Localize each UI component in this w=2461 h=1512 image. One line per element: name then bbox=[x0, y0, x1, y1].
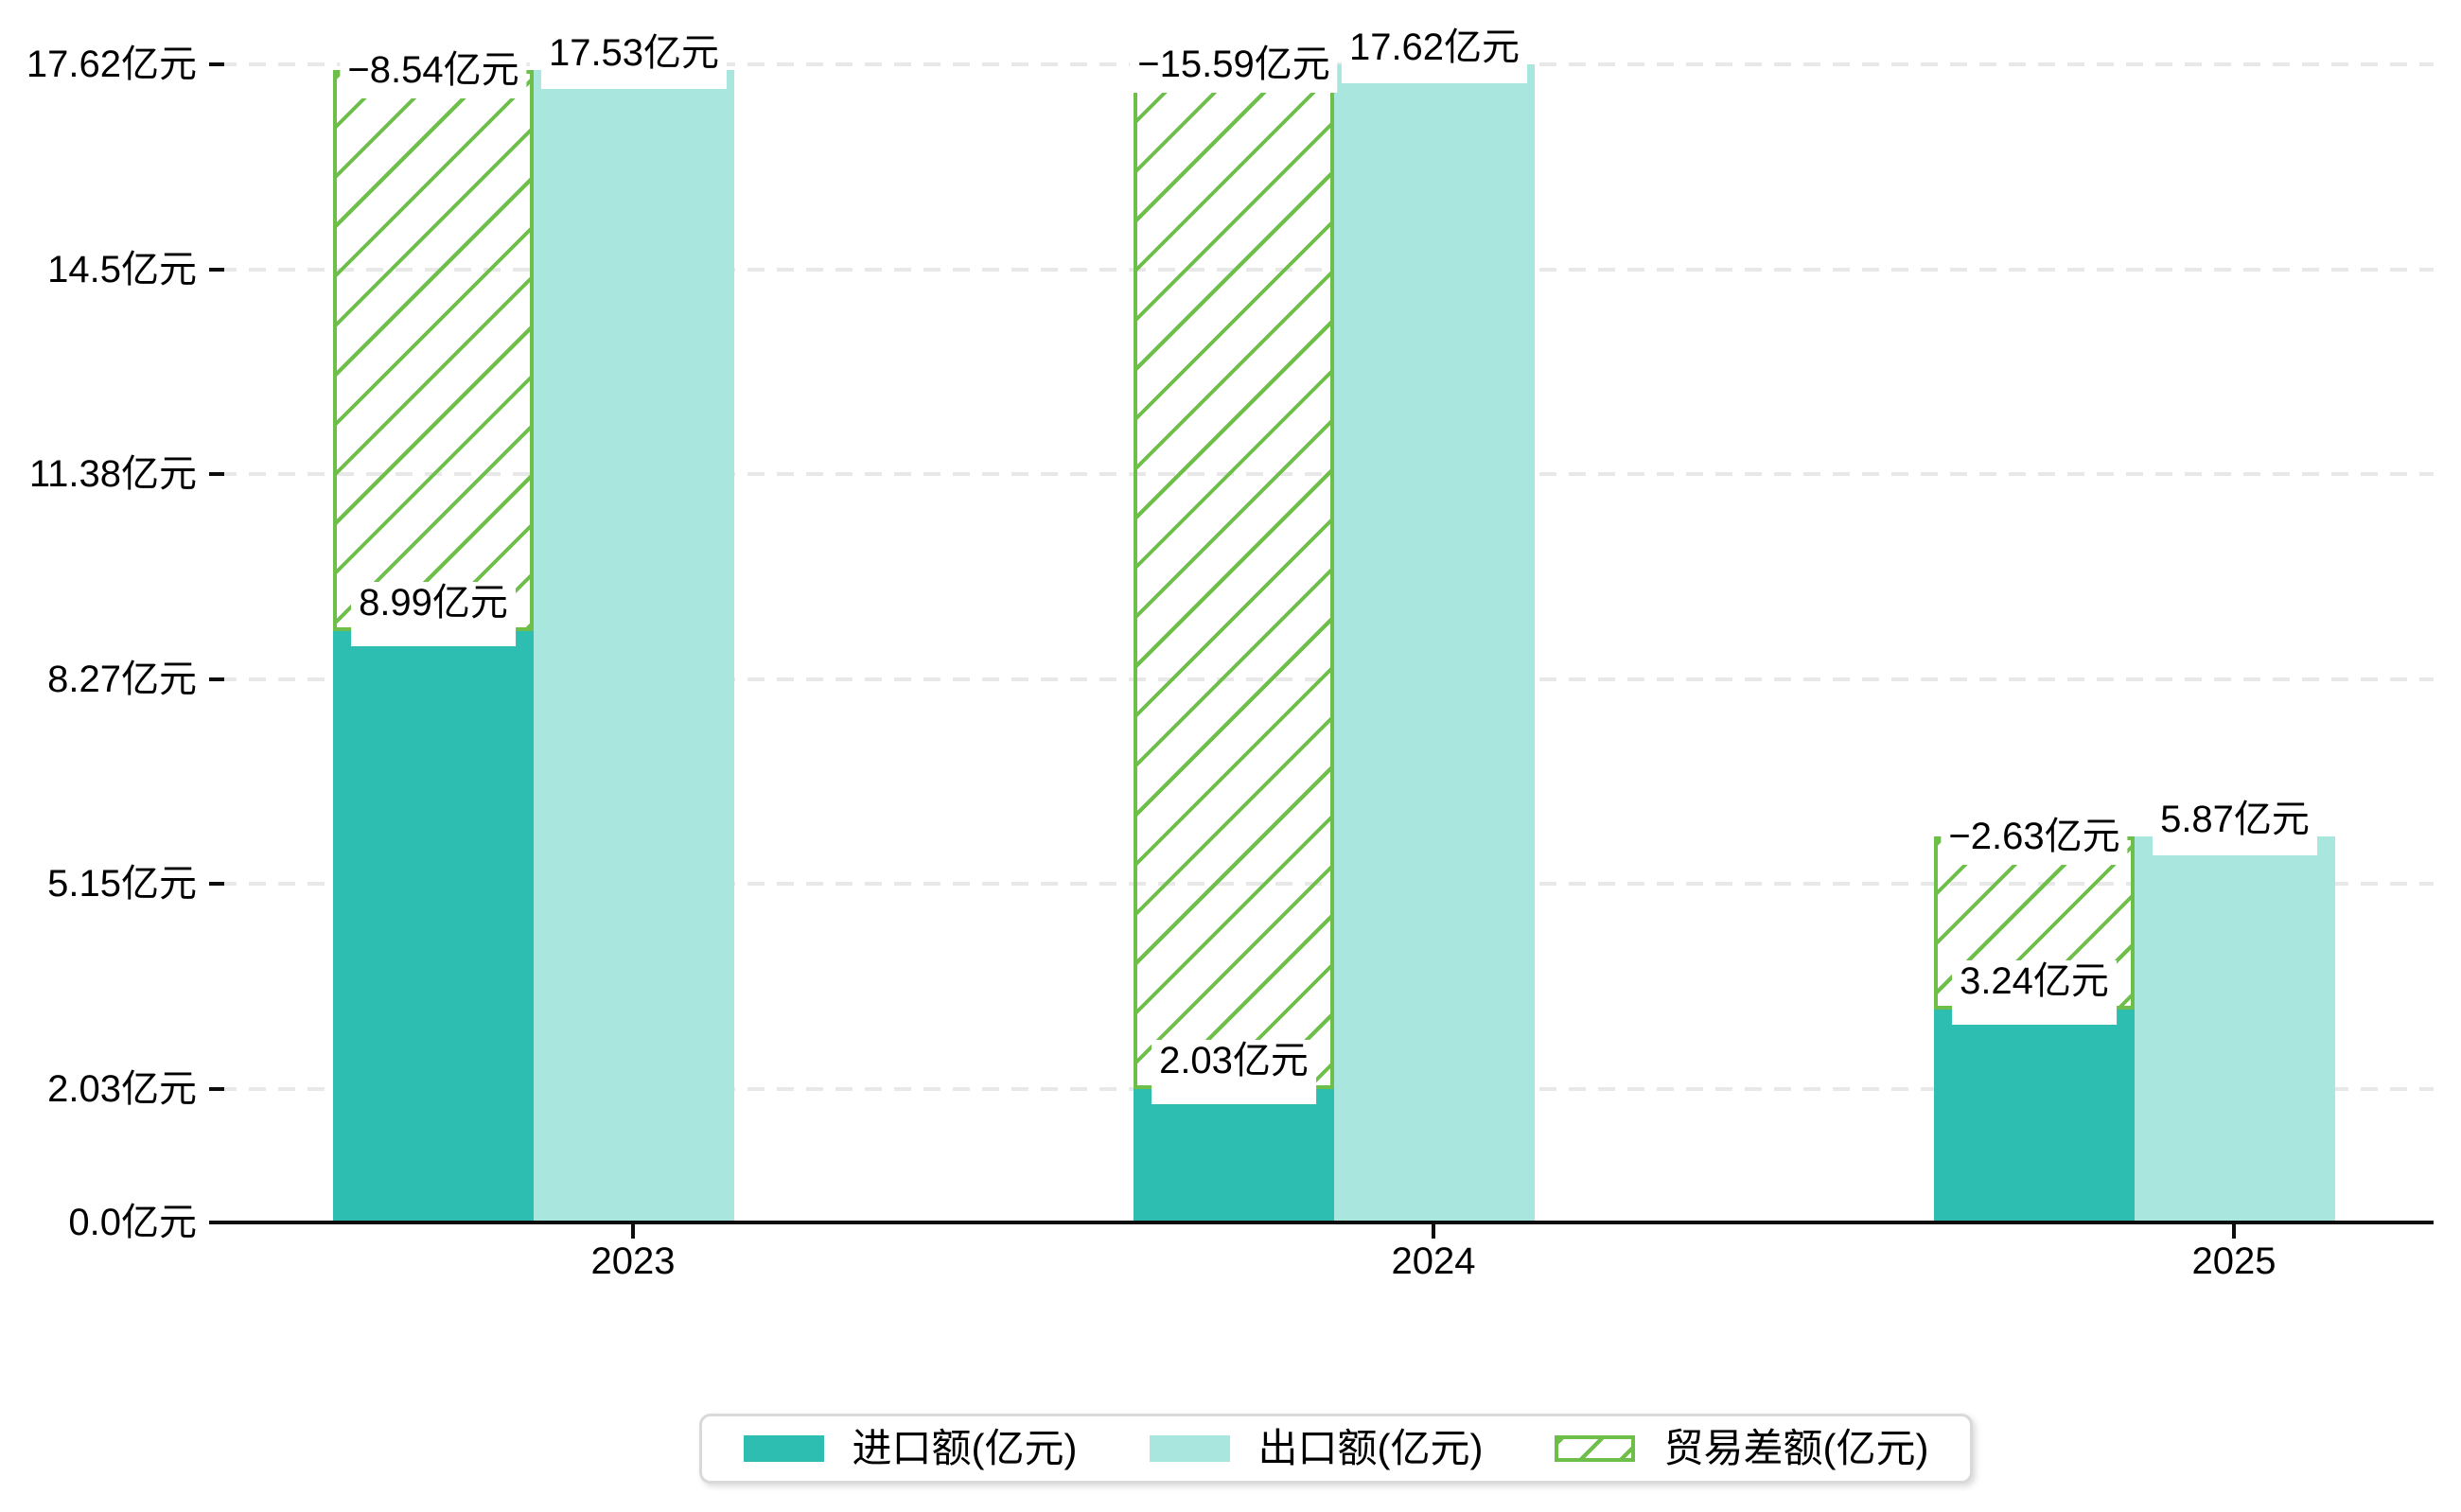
legend-label-export: 出口额(亿元) bbox=[1257, 1426, 1484, 1470]
value-label-export-2023: 17.53亿元 bbox=[540, 32, 728, 90]
value-label-import-2024: 2.03亿元 bbox=[1151, 1039, 1316, 1104]
legend-item-balance: 贸易差额(亿元) bbox=[1555, 1426, 1928, 1471]
legend-swatch-import bbox=[743, 1435, 824, 1462]
y-tick-label-14.5: 14.5亿元 bbox=[47, 248, 197, 290]
y-tick-label-11.38: 11.38亿元 bbox=[28, 453, 197, 496]
trade-balance-bar-2023 bbox=[333, 70, 534, 632]
value-label-balance-2023: −8.54亿元 bbox=[340, 49, 527, 99]
legend-item-import: 进口额(亿元) bbox=[743, 1426, 1078, 1471]
x-tick-label-2025: 2025 bbox=[2191, 1240, 2276, 1282]
import-bar-2025 bbox=[1934, 1009, 2135, 1221]
legend-swatch-export bbox=[1149, 1435, 1230, 1462]
legend-item-export: 出口额(亿元) bbox=[1149, 1426, 1484, 1471]
export-bar-2024 bbox=[1334, 64, 1535, 1221]
y-tick-mark-17.62 bbox=[209, 62, 224, 66]
x-tick-label-2023: 2023 bbox=[590, 1240, 676, 1282]
y-tick-mark-8.27 bbox=[209, 677, 224, 681]
value-label-export-2024: 17.62亿元 bbox=[1341, 26, 1528, 83]
legend: 进口额(亿元) 出口额(亿元) 贸易差额(亿元) bbox=[699, 1414, 1973, 1484]
import-bar-2023 bbox=[333, 631, 534, 1221]
y-tick-label-5.15: 5.15亿元 bbox=[47, 863, 197, 905]
trade-balance-bar-2024 bbox=[1134, 64, 1334, 1089]
x-tick-label-2024: 2024 bbox=[1391, 1240, 1476, 1282]
x-tick-mark-2025 bbox=[2232, 1224, 2236, 1239]
legend-swatch-balance-hatched-icon bbox=[1555, 1435, 1636, 1462]
value-label-balance-2024: −15.59亿元 bbox=[1130, 44, 1338, 93]
export-bar-2023 bbox=[534, 70, 734, 1221]
y-tick-mark-5.15 bbox=[209, 882, 224, 887]
y-tick-label-17.62: 17.62亿元 bbox=[26, 44, 197, 85]
value-label-balance-2025: −2.63亿元 bbox=[1941, 816, 2128, 866]
y-tick-mark-11.38 bbox=[209, 472, 224, 477]
y-tick-mark-2.03 bbox=[209, 1086, 224, 1091]
export-bar-2025 bbox=[2135, 836, 2335, 1221]
y-tick-mark-0 bbox=[209, 1221, 224, 1224]
value-label-export-2025: 5.87亿元 bbox=[2153, 799, 2317, 856]
value-label-import-2025: 3.24亿元 bbox=[1952, 959, 2117, 1025]
value-label-import-2023: 8.99亿元 bbox=[351, 582, 516, 647]
x-axis-line bbox=[220, 1221, 2434, 1224]
y-tick-label-8.27: 8.27亿元 bbox=[47, 658, 197, 700]
x-tick-mark-2024 bbox=[1432, 1224, 1435, 1239]
y-tick-label-2.03: 2.03亿元 bbox=[47, 1067, 197, 1110]
y-tick-label-0: 0.0亿元 bbox=[68, 1202, 197, 1243]
legend-label-balance: 贸易差额(亿元) bbox=[1663, 1426, 1929, 1470]
import-bar-2024 bbox=[1134, 1088, 1334, 1221]
legend-label-import: 进口额(亿元) bbox=[852, 1426, 1078, 1470]
y-tick-mark-14.5 bbox=[209, 267, 224, 272]
x-tick-mark-2023 bbox=[631, 1224, 635, 1239]
